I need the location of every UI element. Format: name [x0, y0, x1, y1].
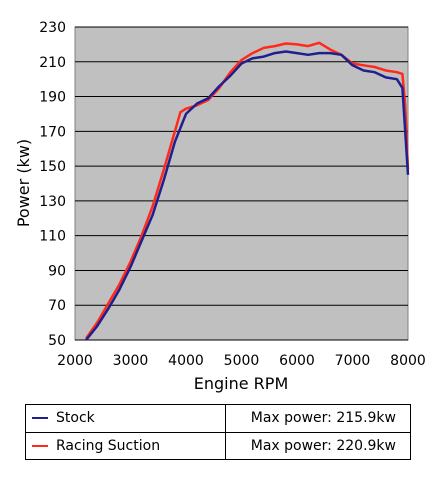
x-tick-label-4000: 4000	[168, 353, 204, 369]
y-axis-title: Power (kw)	[14, 139, 33, 227]
legend-swatch-stock	[32, 417, 48, 420]
legend-table: Stock Max power: 215.9kw Racing Suction …	[25, 404, 411, 460]
x-axis-title: Engine RPM	[194, 374, 289, 393]
y-tick-label-130: 130	[39, 194, 66, 210]
legend-name-cell: Racing Suction	[25, 431, 226, 460]
y-tick-label-210: 210	[39, 55, 66, 71]
y-tick-label-170: 170	[39, 124, 66, 140]
legend-max-power-stock: Max power: 215.9kw	[225, 404, 411, 433]
power-chart: 50 70 90 110 130 150 170 190 210 230 2000 3000 4000…	[14, 20, 426, 393]
y-tick-label-50: 50	[48, 333, 66, 349]
x-tick-label-5000: 5000	[224, 353, 260, 369]
x-tick-label-3000: 3000	[113, 353, 149, 369]
y-tick-label-70: 70	[48, 298, 66, 314]
series-line-racing-suction	[85, 41, 410, 340]
x-tick-labels: 2000 3000 4000 5000 6000 7000 8000	[57, 353, 426, 369]
legend-swatch-racing-suction	[32, 444, 48, 447]
legend-max-power-racing-suction: Max power: 220.9kw	[225, 431, 411, 460]
legend-name-cell: Stock	[25, 404, 226, 433]
x-tick-label-2000: 2000	[57, 353, 93, 369]
y-tick-label-110: 110	[39, 229, 66, 245]
legend-label-racing-suction: Racing Suction	[56, 437, 161, 454]
x-tick-label-6000: 6000	[279, 353, 315, 369]
y-tick-label-190: 190	[39, 90, 66, 106]
series-line-stock	[85, 50, 410, 341]
y-tick-labels: 50 70 90 110 130 150 170 190 210 230	[39, 20, 66, 349]
y-tick-label-90: 90	[48, 263, 66, 279]
y-tick-label-230: 230	[39, 20, 66, 36]
legend-row-racing-suction: Racing Suction Max power: 220.9kw	[25, 431, 411, 460]
plot-area	[74, 26, 409, 341]
y-tick-label-150: 150	[39, 159, 66, 175]
x-tick-label-8000: 8000	[390, 353, 426, 369]
series-lines	[85, 41, 410, 341]
x-tick-label-7000: 7000	[335, 353, 371, 369]
legend-row-stock: Stock Max power: 215.9kw	[25, 404, 411, 433]
legend-label-stock: Stock	[56, 410, 95, 427]
